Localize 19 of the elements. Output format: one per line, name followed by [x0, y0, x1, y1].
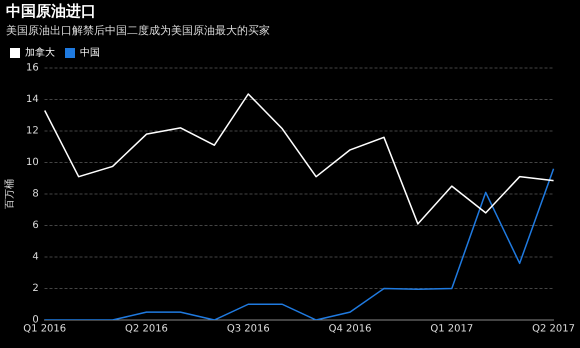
y-tick-label: 10: [26, 157, 39, 168]
y-tick-label: 2: [32, 283, 39, 294]
legend-label: 中国: [80, 46, 100, 59]
x-tick-label: Q2 2016: [125, 324, 168, 335]
x-tick-label: Q2 2017: [532, 324, 576, 335]
y-tick-label: 14: [26, 94, 39, 106]
legend-label: 加拿大: [25, 46, 55, 59]
y-axis-title: 百万桶: [4, 179, 16, 209]
y-tick-label: 8: [32, 188, 39, 200]
y-tick-label: 12: [26, 126, 39, 137]
x-tick-label: Q1 2016: [23, 324, 66, 335]
y-tick-label: 4: [32, 252, 39, 263]
y-tick-label: 6: [32, 220, 39, 232]
chart-subtitle: 美国原油出口解禁后中国二度成为美国原油最大的买家: [5, 23, 271, 38]
chart-title: 中国原油进口: [5, 1, 97, 21]
x-tick-label: Q3 2016: [226, 324, 270, 335]
y-tick-label: 16: [26, 62, 39, 74]
x-tick-label: Q1 2017: [430, 324, 474, 335]
x-tick-label: Q4 2016: [328, 324, 372, 335]
